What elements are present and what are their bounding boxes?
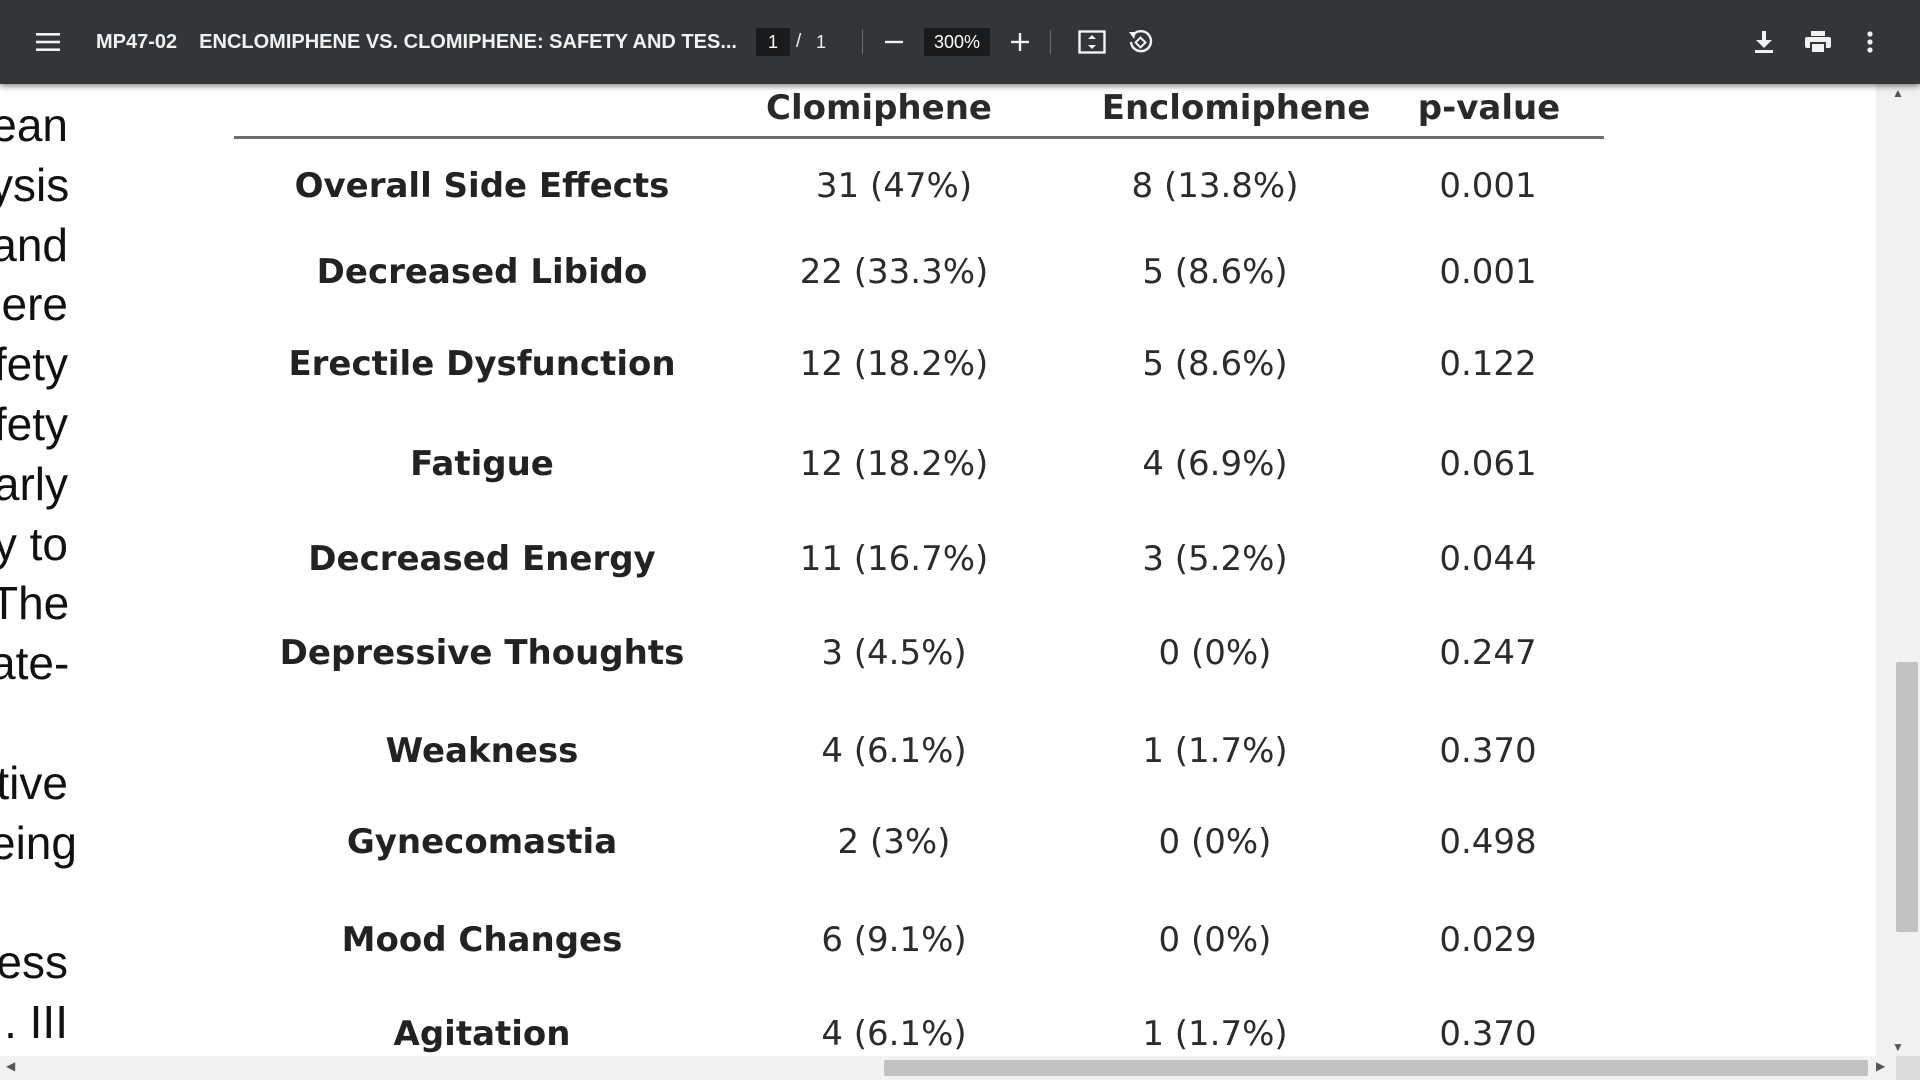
header-rule xyxy=(234,136,1604,139)
row-label: Gynecomastia xyxy=(346,822,618,862)
cell-enclomiphene: 1 (1.7%) xyxy=(1142,1014,1288,1054)
menu-button[interactable] xyxy=(28,0,68,84)
cell-clomiphene: 11 (16.7%) xyxy=(799,539,989,579)
cell-clomiphene: 3 (4.5%) xyxy=(821,633,967,673)
toolbar-divider xyxy=(862,30,863,54)
row-label: Depressive Thoughts xyxy=(279,633,685,673)
cell-p-value: 0.370 xyxy=(1439,731,1537,771)
download-button[interactable] xyxy=(1748,0,1780,84)
row-label: Mood Changes xyxy=(341,920,623,960)
left-column-text: ean ysis and ere fety fety arly y to The ate-tive… xyxy=(0,96,77,1053)
cell-enclomiphene: 5 (8.6%) xyxy=(1142,344,1288,384)
left-text-line: ere xyxy=(1,278,68,331)
horizontal-scrollbar[interactable]: ◀ ▶ xyxy=(0,1056,1920,1080)
rotate-button[interactable] xyxy=(1122,0,1158,84)
left-text-line: ess xyxy=(0,936,68,989)
download-icon xyxy=(1755,31,1773,53)
cell-clomiphene: 12 (18.2%) xyxy=(799,344,989,384)
left-text-line: ate- xyxy=(0,637,70,690)
cell-clomiphene: 31 (47%) xyxy=(815,166,973,206)
left-text-line: The xyxy=(0,577,70,630)
row-label: Overall Side Effects xyxy=(294,166,670,206)
cell-p-value: 0.001 xyxy=(1439,252,1537,292)
left-text-line: ysis xyxy=(0,158,70,211)
header-p-value: p-value xyxy=(1417,88,1561,128)
cell-p-value: 0.370 xyxy=(1439,1014,1537,1054)
toolbar-divider xyxy=(1050,30,1051,54)
header-enclomiphene: Enclomiphene xyxy=(1101,88,1371,128)
cell-enclomiphene: 3 (5.2%) xyxy=(1142,539,1288,579)
more-options-button[interactable] xyxy=(1856,0,1884,84)
menu-icon xyxy=(36,33,60,51)
row-label: Erectile Dysfunction xyxy=(288,344,676,384)
header-clomiphene: Clomiphene xyxy=(766,88,992,128)
row-label: Decreased Libido xyxy=(316,252,648,292)
cell-enclomiphene: 0 (0%) xyxy=(1158,920,1272,960)
cell-p-value: 0.029 xyxy=(1439,920,1537,960)
vertical-scroll-thumb[interactable] xyxy=(1896,662,1918,932)
left-text-line xyxy=(0,873,68,933)
cell-clomiphene: 2 (3%) xyxy=(837,822,951,862)
document-id: MP47-02 xyxy=(96,30,178,53)
cell-p-value: 0.247 xyxy=(1439,633,1537,673)
scroll-down-icon[interactable]: ▼ xyxy=(1892,1040,1904,1054)
left-text-line xyxy=(0,694,68,754)
cell-p-value: 0.001 xyxy=(1439,166,1537,206)
cell-p-value: 0.498 xyxy=(1439,822,1537,862)
cell-enclomiphene: 8 (13.8%) xyxy=(1131,166,1299,206)
page-separator: / xyxy=(796,31,802,52)
left-text-line: arly xyxy=(0,457,68,510)
zoom-input[interactable]: 300% xyxy=(924,28,990,56)
scroll-right-icon[interactable]: ▶ xyxy=(1876,1059,1886,1073)
vertical-scrollbar[interactable]: ▲ ▼ xyxy=(1876,84,1920,1056)
zoom-in-icon xyxy=(1011,33,1029,51)
document-title: MP47-02 ENCLOMIPHENE VS. CLOMIPHENE: SAFE… xyxy=(96,0,737,84)
scroll-up-icon[interactable]: ▲ xyxy=(1892,86,1904,100)
left-text-line: eing xyxy=(0,816,77,869)
row-label: Decreased Energy xyxy=(308,539,656,579)
cell-enclomiphene: 1 (1.7%) xyxy=(1142,731,1288,771)
cell-p-value: 0.044 xyxy=(1439,539,1537,579)
left-text-line: fety xyxy=(0,397,68,450)
cell-enclomiphene: 0 (0%) xyxy=(1158,822,1272,862)
row-label: Agitation xyxy=(393,1014,571,1054)
fit-page-icon xyxy=(1078,30,1106,54)
left-text-line: tive xyxy=(0,756,68,809)
left-text-line: . III xyxy=(4,995,68,1048)
pdf-page: ean ysis and ere fety fety arly y to The ate-tive… xyxy=(0,84,1876,1056)
print-icon xyxy=(1805,31,1831,54)
horizontal-scroll-thumb[interactable] xyxy=(884,1060,1868,1076)
zoom-out-icon xyxy=(885,40,903,44)
zoom-in-button[interactable] xyxy=(1004,0,1036,84)
row-label: Fatigue xyxy=(410,444,554,484)
pdf-toolbar: MP47-02 ENCLOMIPHENE VS. CLOMIPHENE: SAFE… xyxy=(0,0,1920,84)
more-vert-icon xyxy=(1867,31,1873,53)
zoom-out-button[interactable] xyxy=(878,0,910,84)
page-number-input[interactable]: 1 xyxy=(756,28,790,56)
document-name: ENCLOMIPHENE VS. CLOMIPHENE: SAFETY AND … xyxy=(199,30,737,53)
left-text-line: ean xyxy=(0,99,68,151)
cell-clomiphene: 22 (33.3%) xyxy=(799,252,989,292)
row-label: Weakness xyxy=(385,731,579,771)
cell-clomiphene: 12 (18.2%) xyxy=(799,444,989,484)
cell-enclomiphene: 4 (6.9%) xyxy=(1142,444,1288,484)
fit-to-page-button[interactable] xyxy=(1074,0,1110,84)
print-button[interactable] xyxy=(1800,0,1836,84)
cell-enclomiphene: 5 (8.6%) xyxy=(1142,252,1288,292)
cell-p-value: 0.122 xyxy=(1439,344,1537,384)
scrollbar-corner xyxy=(1896,1056,1920,1080)
cell-clomiphene: 4 (6.1%) xyxy=(821,731,967,771)
cell-p-value: 0.061 xyxy=(1439,444,1537,484)
left-text-line: y to xyxy=(0,517,68,570)
cell-clomiphene: 4 (6.1%) xyxy=(821,1014,967,1054)
cell-clomiphene: 6 (9.1%) xyxy=(821,920,967,960)
left-text-line: fety xyxy=(0,338,68,391)
scroll-left-icon[interactable]: ◀ xyxy=(6,1059,16,1073)
page-total: 1 xyxy=(816,31,827,52)
cell-enclomiphene: 0 (0%) xyxy=(1158,633,1272,673)
rotate-icon xyxy=(1129,29,1153,53)
left-text-line: and xyxy=(0,218,68,271)
